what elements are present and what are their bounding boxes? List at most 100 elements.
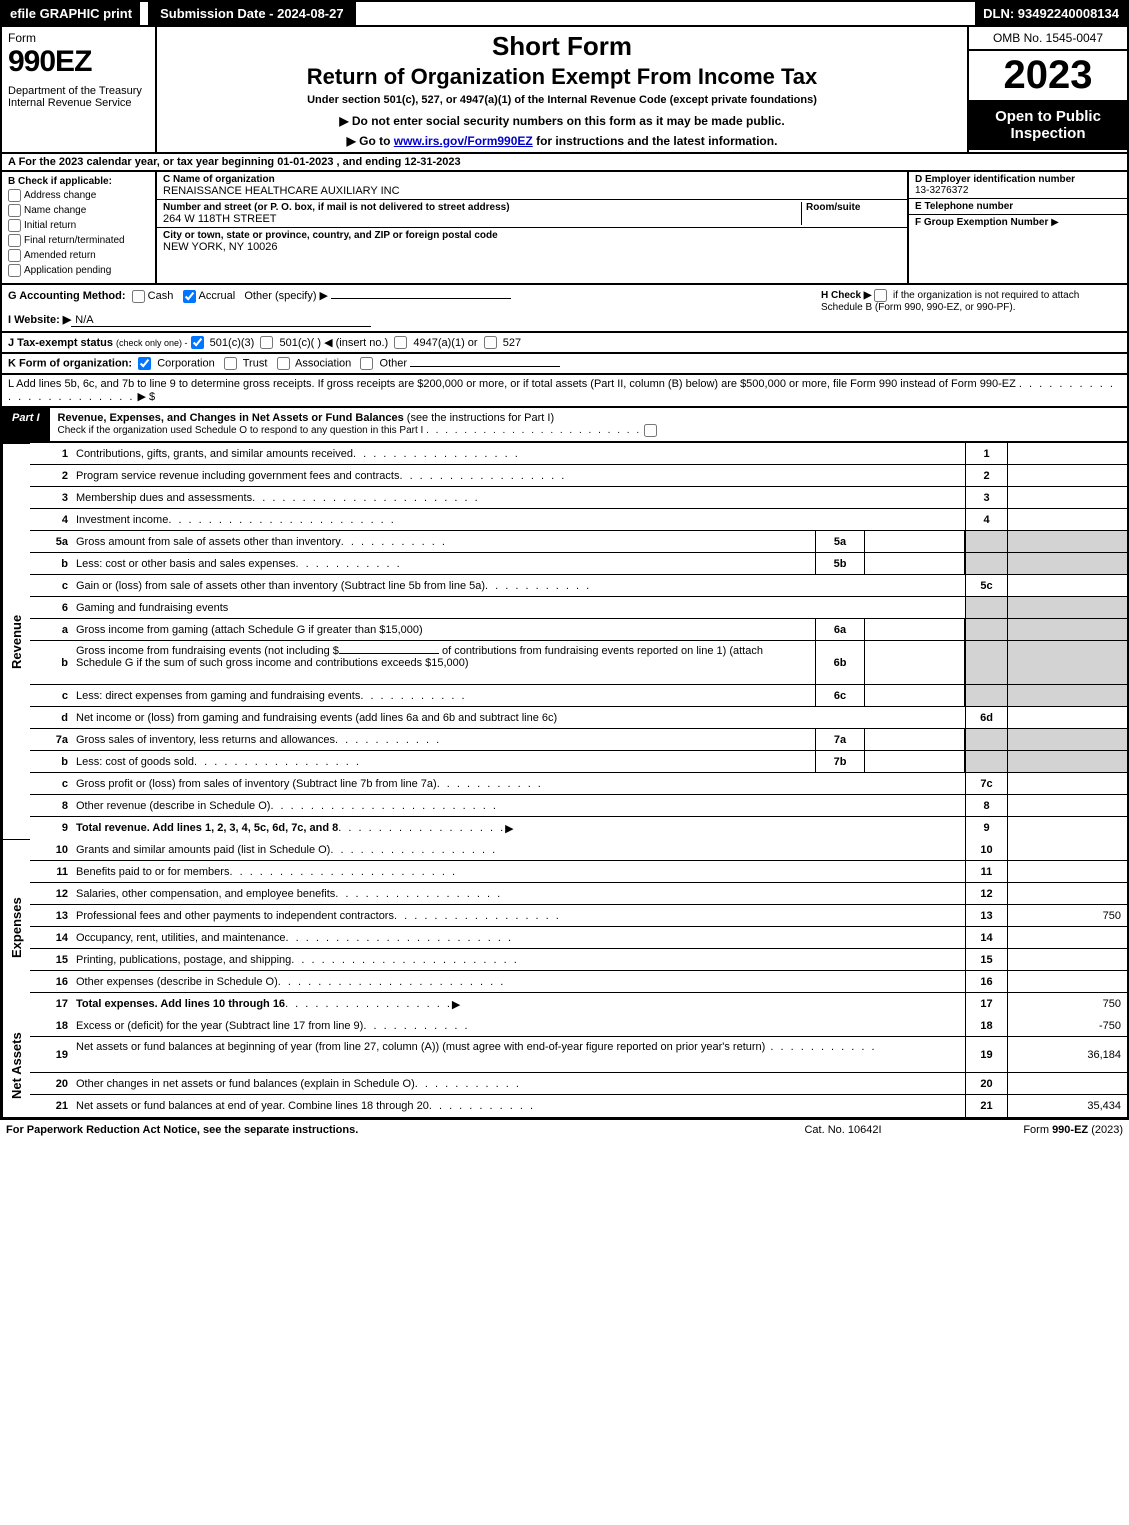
line-14: 14Occupancy, rent, utilities, and mainte… bbox=[30, 927, 1127, 949]
check-527[interactable] bbox=[484, 336, 497, 349]
form-label: Form bbox=[8, 31, 149, 45]
org-name: RENAISSANCE HEALTHCARE AUXILIARY INC bbox=[163, 185, 901, 197]
row-k-form-org: K Form of organization: Corporation Trus… bbox=[0, 354, 1129, 375]
check-other[interactable] bbox=[360, 357, 373, 370]
check-initial-return[interactable]: Initial return bbox=[8, 219, 149, 232]
expenses-side-label: Expenses bbox=[2, 839, 30, 1015]
check-address-change[interactable]: Address change bbox=[8, 189, 149, 202]
top-bar: efile GRAPHIC print Submission Date - 20… bbox=[0, 0, 1129, 27]
check-corporation[interactable] bbox=[138, 357, 151, 370]
goto-prefix: Go to bbox=[347, 134, 394, 148]
check-501c[interactable] bbox=[260, 336, 273, 349]
check-accrual[interactable] bbox=[183, 290, 196, 303]
group-exemption-label: F Group Exemption Number bbox=[915, 217, 1048, 228]
form-header: Form 990EZ Department of the Treasury In… bbox=[0, 27, 1129, 154]
check-name-change[interactable]: Name change bbox=[8, 204, 149, 217]
col-b-title: B Check if applicable: bbox=[8, 176, 149, 187]
row-g-accounting: G Accounting Method: Cash Accrual Other … bbox=[8, 289, 821, 303]
line-5c: cGain or (loss) from sale of assets othe… bbox=[30, 575, 1127, 597]
line-16: 16Other expenses (describe in Schedule O… bbox=[30, 971, 1127, 993]
row-a-tax-year: A For the 2023 calendar year, or tax yea… bbox=[0, 154, 1129, 172]
goto-suffix: for instructions and the latest informat… bbox=[533, 134, 778, 148]
submission-date: Submission Date - 2024-08-27 bbox=[146, 2, 358, 25]
revenue-side-label: Revenue bbox=[2, 443, 30, 839]
org-name-label: C Name of organization bbox=[163, 174, 901, 185]
row-i-website: I Website: ▶N/A bbox=[8, 313, 821, 327]
part-1-table: Revenue 1Contributions, gifts, grants, a… bbox=[0, 443, 1129, 1119]
line-17: 17Total expenses. Add lines 10 through 1… bbox=[30, 993, 1127, 1015]
line-18: 18Excess or (deficit) for the year (Subt… bbox=[30, 1015, 1127, 1037]
part-1-label: Part I bbox=[2, 408, 50, 441]
line-10: 10Grants and similar amounts paid (list … bbox=[30, 839, 1127, 861]
line-8: 8Other revenue (describe in Schedule O)8 bbox=[30, 795, 1127, 817]
city-label: City or town, state or province, country… bbox=[163, 230, 901, 241]
check-amended-return[interactable]: Amended return bbox=[8, 249, 149, 262]
goto-line: Go to www.irs.gov/Form990EZ for instruct… bbox=[165, 134, 959, 148]
header-center: Short Form Return of Organization Exempt… bbox=[157, 27, 967, 152]
check-4947[interactable] bbox=[394, 336, 407, 349]
section-bcd: B Check if applicable: Address change Na… bbox=[0, 172, 1129, 285]
street-label: Number and street (or P. O. box, if mail… bbox=[163, 202, 801, 213]
netassets-side-label: Net Assets bbox=[2, 1015, 30, 1117]
check-trust[interactable] bbox=[224, 357, 237, 370]
telephone-label: E Telephone number bbox=[915, 201, 1121, 212]
department-label: Department of the Treasury Internal Reve… bbox=[8, 85, 149, 109]
line-5a: 5aGross amount from sale of assets other… bbox=[30, 531, 1127, 553]
row-h: H Check ▶ if the organization is not req… bbox=[821, 289, 1121, 327]
line-5b: bLess: cost or other basis and sales exp… bbox=[30, 553, 1127, 575]
ssn-warning: Do not enter social security numbers on … bbox=[165, 114, 959, 128]
check-association[interactable] bbox=[277, 357, 290, 370]
check-final-return[interactable]: Final return/terminated bbox=[8, 234, 149, 247]
col-b-checkboxes: B Check if applicable: Address change Na… bbox=[2, 172, 157, 283]
line-3: 3Membership dues and assessments3 bbox=[30, 487, 1127, 509]
paperwork-notice: For Paperwork Reduction Act Notice, see … bbox=[6, 1124, 743, 1136]
line-6: 6Gaming and fundraising events bbox=[30, 597, 1127, 619]
ein-value: 13-3276372 bbox=[915, 185, 1121, 196]
tax-year: 2023 bbox=[969, 51, 1127, 100]
line-6c: cLess: direct expenses from gaming and f… bbox=[30, 685, 1127, 707]
line-4: 4Investment income4 bbox=[30, 509, 1127, 531]
header-right: OMB No. 1545-0047 2023 Open to Public In… bbox=[967, 27, 1127, 152]
line-15: 15Printing, publications, postage, and s… bbox=[30, 949, 1127, 971]
group-arrow: ▶ bbox=[1051, 217, 1059, 228]
street-value: 264 W 118TH STREET bbox=[163, 213, 801, 225]
line-20: 20Other changes in net assets or fund ba… bbox=[30, 1073, 1127, 1095]
return-title: Return of Organization Exempt From Incom… bbox=[165, 64, 959, 90]
room-label: Room/suite bbox=[806, 202, 901, 213]
line-6a: aGross income from gaming (attach Schedu… bbox=[30, 619, 1127, 641]
cat-number: Cat. No. 10642I bbox=[743, 1124, 943, 1136]
efile-print-label[interactable]: efile GRAPHIC print bbox=[2, 2, 140, 25]
omb-number: OMB No. 1545-0047 bbox=[969, 27, 1127, 51]
line-6d: dNet income or (loss) from gaming and fu… bbox=[30, 707, 1127, 729]
dln: DLN: 93492240008134 bbox=[975, 2, 1127, 25]
check-h[interactable] bbox=[874, 289, 887, 302]
header-left: Form 990EZ Department of the Treasury In… bbox=[2, 27, 157, 152]
check-application-pending[interactable]: Application pending bbox=[8, 264, 149, 277]
form-number: 990EZ bbox=[8, 45, 149, 79]
line-9: 9Total revenue. Add lines 1, 2, 3, 4, 5c… bbox=[30, 817, 1127, 839]
line-21: 21Net assets or fund balances at end of … bbox=[30, 1095, 1127, 1117]
line-7a: 7aGross sales of inventory, less returns… bbox=[30, 729, 1127, 751]
short-form-title: Short Form bbox=[165, 31, 959, 62]
line-7b: bLess: cost of goods sold7b bbox=[30, 751, 1127, 773]
form-footer-ref: Form 990-EZ (2023) bbox=[943, 1124, 1123, 1136]
line-1: 1Contributions, gifts, grants, and simil… bbox=[30, 443, 1127, 465]
open-to-public: Open to Public Inspection bbox=[969, 100, 1127, 150]
line-19: 19Net assets or fund balances at beginni… bbox=[30, 1037, 1127, 1073]
col-d-ids: D Employer identification number 13-3276… bbox=[907, 172, 1127, 283]
page-footer: For Paperwork Reduction Act Notice, see … bbox=[0, 1119, 1129, 1140]
under-section-text: Under section 501(c), 527, or 4947(a)(1)… bbox=[165, 94, 959, 106]
line-6b: bGross income from fundraising events (n… bbox=[30, 641, 1127, 685]
line-13: 13Professional fees and other payments t… bbox=[30, 905, 1127, 927]
col-c-org-info: C Name of organization RENAISSANCE HEALT… bbox=[157, 172, 907, 283]
part-1-header: Part I Revenue, Expenses, and Changes in… bbox=[0, 408, 1129, 443]
check-schedule-o[interactable] bbox=[644, 424, 657, 437]
line-11: 11Benefits paid to or for members11 bbox=[30, 861, 1127, 883]
check-501c3[interactable] bbox=[191, 336, 204, 349]
row-l-gross-receipts: L Add lines 5b, 6c, and 7b to line 9 to … bbox=[0, 375, 1129, 408]
irs-link[interactable]: www.irs.gov/Form990EZ bbox=[394, 134, 533, 148]
ein-label: D Employer identification number bbox=[915, 174, 1121, 185]
line-12: 12Salaries, other compensation, and empl… bbox=[30, 883, 1127, 905]
check-cash[interactable] bbox=[132, 290, 145, 303]
section-gh: G Accounting Method: Cash Accrual Other … bbox=[0, 285, 1129, 333]
